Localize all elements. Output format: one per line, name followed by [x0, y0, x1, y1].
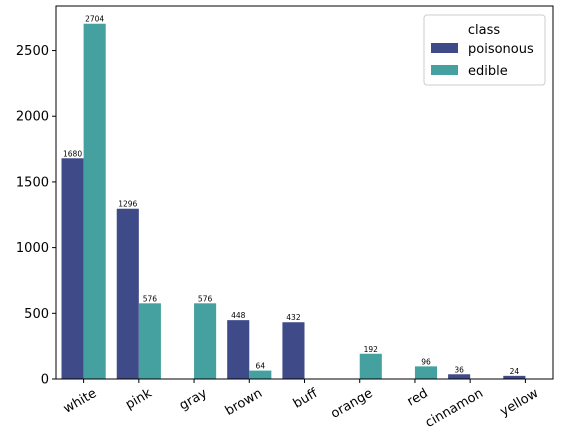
legend-swatch-edible	[431, 65, 458, 75]
x-tick-label-gray: gray	[177, 386, 210, 414]
bar-poisonous-yellow	[503, 375, 526, 379]
bar-edible-pink	[138, 303, 161, 379]
bar-poisonous-buff	[282, 322, 305, 379]
data-label-edible-red: 96	[421, 357, 431, 366]
data-label-poisonous-cinnamon: 36	[454, 365, 464, 374]
legend-title: class	[468, 23, 500, 38]
data-label-poisonous-white: 1680	[63, 149, 82, 158]
bar-edible-brown	[249, 370, 272, 379]
data-label-edible-pink: 576	[143, 294, 158, 303]
data-label-edible-white: 2704	[85, 15, 104, 24]
bar-poisonous-brown	[227, 320, 250, 379]
x-tick-label-yellow: yellow	[498, 386, 542, 420]
data-labels-layer: 1680 2704 1296 576 576 448 64 432 192 96 36 24	[63, 15, 519, 376]
bar-poisonous-white	[61, 158, 84, 379]
y-tick-label: 1500	[16, 175, 49, 190]
legend-label-edible: edible	[468, 64, 508, 79]
bar-edible-orange	[359, 353, 382, 379]
x-tick-label-orange: orange	[328, 386, 375, 422]
legend-label-poisonous: poisonous	[468, 42, 534, 57]
legend: class poisonous edible	[423, 14, 546, 86]
x-tick-label-red: red	[405, 386, 431, 410]
data-label-poisonous-pink: 1296	[118, 200, 137, 209]
bar-edible-red	[414, 366, 438, 379]
bars-layer	[61, 23, 526, 380]
y-tick-label: 2500	[16, 44, 49, 59]
bar-poisonous-pink	[116, 208, 139, 379]
x-tick-label-brown: brown	[223, 386, 265, 419]
data-label-poisonous-brown: 448	[231, 311, 246, 320]
bar-poisonous-cinnamon	[448, 374, 471, 379]
y-tick-label: 0	[41, 373, 49, 388]
x-tick-label-pink: pink	[123, 386, 155, 413]
bar-edible-gray	[194, 303, 217, 379]
x-tick-label-white: white	[61, 386, 99, 417]
data-label-edible-orange: 192	[364, 345, 379, 354]
data-label-edible-gray: 576	[198, 294, 213, 303]
bar-edible-white	[83, 23, 106, 380]
legend-swatch-poisonous	[431, 43, 458, 53]
y-tick-label: 500	[24, 307, 49, 322]
x-tick-label-cinnamon: cinnamon	[423, 386, 486, 431]
y-tick-label: 2000	[16, 110, 49, 125]
x-tick-label-buff: buff	[291, 385, 321, 411]
y-tick-label: 1000	[16, 241, 49, 256]
data-label-edible-brown: 64	[256, 362, 266, 371]
data-label-poisonous-yellow: 24	[510, 367, 520, 376]
data-label-poisonous-buff: 432	[286, 313, 301, 322]
